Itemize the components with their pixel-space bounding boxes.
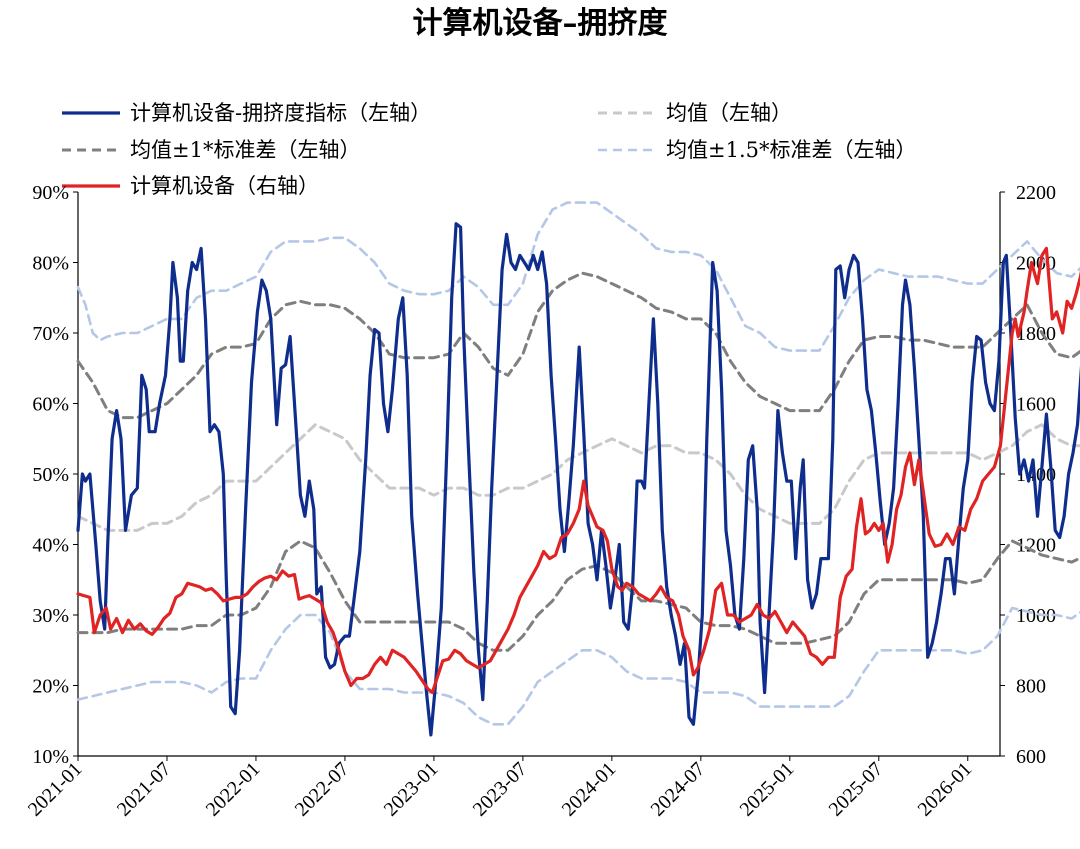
right-tick-label: 600	[1016, 746, 1046, 768]
left-tick-label: 80%	[32, 253, 69, 275]
x-tick-label: 2022-07	[291, 758, 354, 821]
left-tick-label: 70%	[32, 323, 69, 345]
series-line-std1	[76, 271, 1080, 420]
left-tick-label: 50%	[32, 464, 69, 486]
series-line-std15	[76, 201, 1080, 352]
legend: 计算机设备-拥挤度指标（左轴） 均值（左轴） 均值±1*标准差（左轴） 均值±1.5*…	[62, 101, 917, 198]
legend-label-index: 计算机设备（右轴）	[130, 174, 319, 198]
legend-label-std15: 均值±1.5*标准差（左轴）	[666, 138, 917, 162]
x-tick-label: 2026-01	[914, 758, 977, 821]
series-line-std1	[76, 539, 1080, 652]
legend-label-mean: 均值（左轴）	[666, 101, 792, 125]
series-line-mean	[76, 423, 1080, 532]
legend-label-std1: 均值±1*标准差（左轴）	[130, 138, 360, 162]
x-tick-label: 2023-07	[469, 758, 532, 821]
axes	[77, 192, 1001, 757]
left-tick-label: 60%	[32, 394, 69, 416]
left-tick-label: 20%	[32, 676, 69, 698]
right-tick-label: 1600	[1016, 394, 1056, 416]
left-axis-ticks: 10% 20% 30% 40% 50% 60% 70% 80% 90%	[32, 182, 78, 768]
x-tick-label: 2025-01	[736, 758, 799, 821]
left-tick-label: 40%	[32, 535, 69, 557]
left-tick-label: 90%	[32, 182, 69, 204]
series-group	[76, 201, 1080, 737]
x-tick-label: 2024-01	[558, 758, 621, 821]
series-line-crowding	[76, 222, 1080, 737]
chart-title: 计算机设备–拥挤度	[413, 6, 668, 41]
legend-label-crowding: 计算机设备-拥挤度指标（左轴）	[130, 101, 431, 125]
x-tick-label: 2021-07	[113, 758, 176, 821]
left-tick-label: 30%	[32, 605, 69, 627]
right-tick-label: 800	[1016, 676, 1046, 698]
x-axis-ticks: 2021-01 2021-07 2022-01 2022-07 2023-01 2023-…	[24, 756, 976, 821]
right-tick-label: 2000	[1016, 253, 1056, 275]
right-tick-label: 1200	[1016, 535, 1056, 557]
x-tick-label: 2022-01	[202, 758, 265, 821]
left-tick-label: 10%	[32, 746, 69, 768]
series-line-index	[76, 246, 1080, 695]
x-tick-label: 2023-01	[380, 758, 443, 821]
x-tick-label: 2024-07	[647, 758, 710, 821]
x-tick-label: 2025-07	[825, 758, 888, 821]
right-tick-label: 1000	[1016, 605, 1056, 627]
right-tick-label: 2200	[1016, 182, 1056, 204]
